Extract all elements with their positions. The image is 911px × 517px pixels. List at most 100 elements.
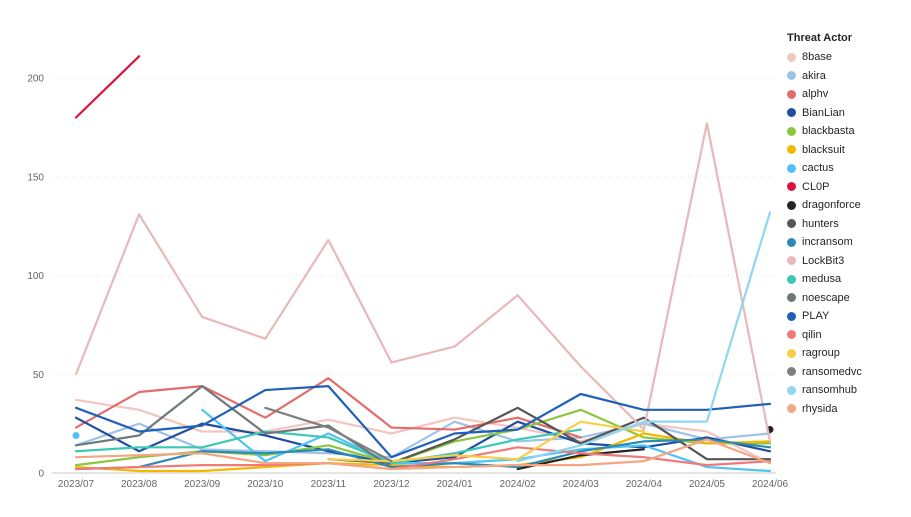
series-medusa bbox=[74, 428, 582, 465]
series-line bbox=[74, 428, 582, 465]
legend-label: akira bbox=[802, 69, 826, 82]
legend-marker bbox=[787, 163, 796, 173]
x-tick-label: 2024/05 bbox=[689, 479, 726, 490]
series-line bbox=[201, 408, 772, 473]
legend-item-akira[interactable]: akira bbox=[787, 67, 907, 86]
legend-label: qilin bbox=[802, 328, 822, 341]
x-tick-label: 2023/11 bbox=[311, 479, 347, 490]
legend-marker bbox=[787, 145, 796, 155]
series-CL0P bbox=[74, 55, 141, 119]
legend-marker bbox=[787, 108, 796, 118]
legend-title: Threat Actor bbox=[787, 32, 852, 44]
legend-item-LockBit3[interactable]: LockBit3 bbox=[787, 252, 907, 271]
x-axis: 2023/07 2023/08 2023/09 2023/10 2023/11 2023/… bbox=[58, 479, 789, 490]
legend-item-8base[interactable]: 8base bbox=[787, 48, 907, 67]
legend-marker bbox=[787, 274, 796, 284]
legend-marker bbox=[787, 311, 796, 321]
legend-item-CL0P[interactable]: CL0P bbox=[787, 178, 907, 197]
series-ragroup bbox=[327, 420, 645, 463]
series-BianLian bbox=[74, 416, 772, 465]
legend-marker bbox=[787, 330, 796, 340]
legend-marker bbox=[787, 52, 796, 62]
legend: Threat Actor 8base akira alphv BianLian blac… bbox=[787, 32, 907, 418]
legend-item-BianLian[interactable]: BianLian bbox=[787, 104, 907, 123]
legend-label: ransomedvc bbox=[802, 365, 862, 378]
legend-label: blackbasta bbox=[802, 125, 855, 138]
x-tick-label: 2023/12 bbox=[373, 479, 410, 490]
legend-label: blacksuit bbox=[802, 143, 845, 156]
legend-label: CL0P bbox=[802, 180, 830, 193]
legend-item-medusa[interactable]: medusa bbox=[787, 270, 907, 289]
legend-marker bbox=[787, 71, 796, 81]
legend-marker bbox=[787, 219, 796, 229]
legend-item-blackbasta[interactable]: blackbasta bbox=[787, 122, 907, 141]
legend-item-qilin[interactable]: qilin bbox=[787, 326, 907, 345]
x-tick-label: 2024/06 bbox=[752, 479, 789, 490]
y-tick-label: 0 bbox=[38, 469, 44, 480]
legend-item-dragonforce[interactable]: dragonforce bbox=[787, 196, 907, 215]
series-line bbox=[74, 385, 772, 459]
legend-label: PLAY bbox=[802, 310, 830, 323]
series-ransomhub bbox=[516, 211, 772, 463]
legend-label: 8base bbox=[802, 51, 832, 64]
series-LockBit3 bbox=[74, 122, 772, 443]
legend-items: 8base akira alphv BianLian blackbasta blacksu… bbox=[787, 48, 907, 418]
legend-marker bbox=[787, 126, 796, 136]
y-tick-label: 200 bbox=[27, 74, 44, 85]
series-ransomedvc bbox=[264, 406, 393, 463]
x-tick-label: 2023/07 bbox=[58, 479, 95, 490]
series-line bbox=[74, 438, 772, 471]
legend-marker bbox=[787, 256, 796, 266]
series-line bbox=[74, 420, 772, 459]
legend-marker bbox=[787, 200, 796, 210]
legend-marker bbox=[787, 237, 796, 247]
legend-label: LockBit3 bbox=[802, 254, 845, 267]
series-alphv bbox=[74, 377, 582, 439]
y-tick-label: 100 bbox=[27, 271, 44, 282]
series-line bbox=[74, 122, 772, 443]
legend-item-alphv[interactable]: alphv bbox=[787, 85, 907, 104]
legend-marker bbox=[787, 367, 796, 377]
legend-marker bbox=[787, 404, 796, 414]
y-tick-label: 150 bbox=[27, 172, 44, 183]
legend-marker bbox=[787, 348, 796, 358]
x-tick-label: 2024/01 bbox=[436, 479, 473, 490]
series-layer bbox=[72, 55, 774, 473]
series-line bbox=[264, 406, 393, 463]
legend-item-hunters[interactable]: hunters bbox=[787, 215, 907, 234]
legend-item-blacksuit[interactable]: blacksuit bbox=[787, 141, 907, 160]
series-line bbox=[74, 416, 772, 465]
legend-item-ransomedvc[interactable]: ransomedvc bbox=[787, 363, 907, 382]
x-tick-label: 2024/02 bbox=[500, 479, 537, 490]
series-rhysida bbox=[74, 438, 772, 471]
legend-label: incransom bbox=[802, 236, 853, 249]
series-cactus bbox=[72, 408, 772, 473]
x-tick-label: 2023/08 bbox=[121, 479, 158, 490]
legend-marker bbox=[787, 182, 796, 192]
x-tick-label: 2024/03 bbox=[563, 479, 600, 490]
legend-item-noescape[interactable]: noescape bbox=[787, 289, 907, 308]
legend-item-ransomhub[interactable]: ransomhub bbox=[787, 381, 907, 400]
legend-marker bbox=[787, 385, 796, 395]
series-line bbox=[74, 55, 141, 119]
legend-item-cactus[interactable]: cactus bbox=[787, 159, 907, 178]
legend-item-rhysida[interactable]: rhysida bbox=[787, 400, 907, 419]
legend-label: cactus bbox=[802, 162, 834, 175]
legend-label: ragroup bbox=[802, 347, 840, 360]
legend-label: rhysida bbox=[802, 402, 838, 415]
legend-item-PLAY[interactable]: PLAY bbox=[787, 307, 907, 326]
series-PLAY bbox=[74, 385, 772, 459]
series-akira bbox=[74, 420, 772, 459]
legend-label: ransomhub bbox=[802, 384, 858, 397]
legend-item-ragroup[interactable]: ragroup bbox=[787, 344, 907, 363]
y-tick-label: 50 bbox=[33, 370, 45, 381]
legend-label: dragonforce bbox=[802, 199, 861, 212]
y-axis: 0 50 100 150 200 bbox=[27, 74, 44, 480]
legend-label: BianLian bbox=[802, 106, 845, 119]
legend-label: hunters bbox=[802, 217, 839, 230]
legend-label: medusa bbox=[802, 273, 842, 286]
series-line bbox=[74, 377, 582, 439]
legend-item-incransom[interactable]: incransom bbox=[787, 233, 907, 252]
series-line bbox=[516, 211, 772, 463]
x-tick-label: 2023/10 bbox=[247, 479, 284, 490]
